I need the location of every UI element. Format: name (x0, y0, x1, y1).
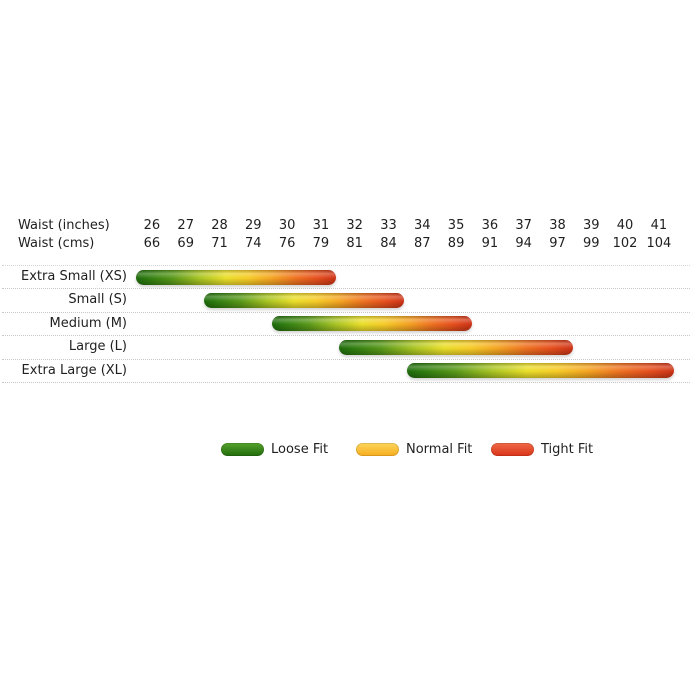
cm-tick: 71 (211, 235, 228, 251)
waist-inches-label: Waist (inches) (18, 217, 110, 233)
legend-item-tight-fit: Tight Fit (491, 443, 593, 456)
inch-tick: 39 (582, 217, 600, 233)
fit-range-bar (203, 292, 404, 308)
inch-tick: 36 (481, 217, 499, 233)
inch-tick: 40 (616, 217, 634, 233)
fit-range-bar (406, 363, 675, 379)
cm-tick: 94 (515, 235, 532, 251)
size-row: Medium (M) (2, 313, 690, 337)
cm-tick: 84 (380, 235, 397, 251)
inch-tick: 32 (346, 217, 363, 233)
loose-fit-pill-icon (221, 443, 264, 456)
cm-tick: 69 (177, 235, 194, 251)
inch-tick: 28 (211, 217, 228, 233)
cm-tick: 102 (612, 235, 638, 251)
size-label: Extra Large (XL) (21, 362, 127, 378)
size-rows: Extra Small (XS) Small (S) Medium (M) Large… (2, 265, 690, 383)
size-label: Small (S) (68, 292, 127, 308)
inch-tick: 37 (515, 217, 532, 233)
waist-cms-row: Waist (cms) 66 69 71 74 76 79 81 84 87 89 91 94 97 99… (18, 234, 676, 252)
cm-tick: 76 (278, 235, 296, 251)
inch-tick: 41 (650, 217, 668, 233)
size-label: Extra Small (XS) (21, 269, 127, 284)
size-label: Large (L) (68, 339, 127, 355)
inch-tick: 35 (447, 217, 465, 233)
cm-tick: 99 (582, 235, 600, 251)
fit-range-bar (271, 316, 472, 332)
cm-tick: 79 (312, 235, 330, 251)
fit-range-bar (136, 269, 337, 285)
normal-fit-pill-icon (356, 443, 399, 456)
tight-fit-pill-icon (491, 443, 534, 456)
size-row: Large (L) (2, 336, 690, 360)
size-row: Extra Small (XS) (2, 266, 690, 290)
size-row: Small (S) (2, 289, 690, 313)
inch-tick: 29 (245, 217, 262, 233)
axis-header: Waist (inches) 26 27 28 29 30 31 32 33 34 35 36 37 3… (18, 216, 676, 252)
cm-tick: 89 (447, 235, 465, 251)
inch-tick: 30 (278, 217, 296, 233)
cm-tick: 87 (414, 235, 431, 251)
inch-tick: 38 (549, 217, 566, 233)
cm-tick: 74 (245, 235, 262, 251)
inch-tick: 26 (143, 217, 161, 233)
cm-tick: 66 (143, 235, 161, 251)
inch-tick: 31 (312, 217, 330, 233)
inch-tick: 33 (380, 217, 397, 233)
cm-tick: 104 (646, 235, 672, 251)
inch-tick: 27 (177, 217, 194, 233)
size-label: Medium (M) (49, 315, 127, 331)
waist-cms-label: Waist (cms) (18, 235, 95, 251)
legend-label-tight-fit: Tight Fit (541, 442, 594, 457)
waist-inches-row: Waist (inches) 26 27 28 29 30 31 32 33 34 35 36 37 3… (18, 216, 676, 234)
cm-tick: 91 (481, 235, 499, 251)
cm-tick: 81 (346, 235, 363, 251)
fit-range-bar (339, 339, 573, 355)
legend-item-loose-fit: Loose Fit (221, 443, 328, 456)
size-row: Extra Large (XL) (2, 360, 690, 383)
cm-tick: 97 (549, 235, 566, 251)
legend-label-loose-fit: Loose Fit (271, 442, 329, 457)
inch-tick: 34 (414, 217, 431, 233)
legend-label-normal-fit: Normal Fit (406, 442, 473, 457)
legend-item-normal-fit: Normal Fit (356, 443, 472, 456)
